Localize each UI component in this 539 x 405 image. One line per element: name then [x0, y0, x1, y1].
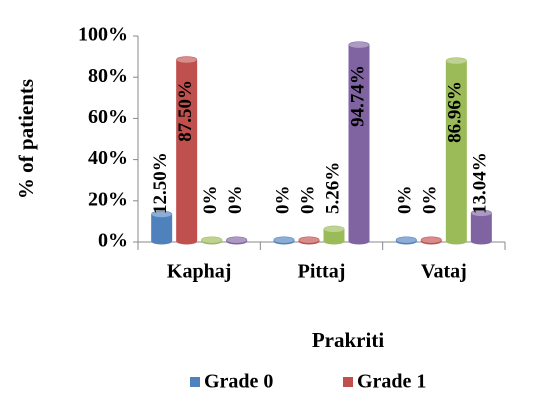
bar	[201, 236, 223, 245]
bar	[323, 225, 345, 245]
value-label: 5.26%	[322, 162, 343, 214]
bar	[176, 56, 198, 245]
y-tick-label: 60%	[88, 106, 128, 128]
bar	[273, 236, 295, 245]
value-label: 12.50%	[150, 152, 171, 214]
bar-top	[299, 237, 319, 243]
x-tick-label: Vataj	[421, 261, 467, 283]
y-tick-label: 20%	[88, 188, 128, 210]
value-label: 0%	[297, 186, 318, 215]
bar-top	[349, 41, 369, 48]
bar-top	[324, 226, 344, 233]
bar	[298, 236, 320, 245]
bar	[470, 209, 492, 245]
legend-label: Grade 0	[204, 371, 273, 393]
bar-top	[176, 56, 197, 63]
bar	[151, 210, 173, 245]
bar	[348, 41, 370, 245]
value-label: 0%	[395, 186, 416, 215]
x-tick-label: Kaphaj	[167, 261, 231, 283]
bar-top	[446, 57, 467, 64]
legend-swatch	[343, 377, 353, 387]
value-label: 0%	[420, 186, 441, 215]
y-tick-label: 0%	[98, 230, 128, 252]
y-tick-label: 80%	[88, 65, 128, 87]
bar	[420, 236, 442, 245]
bar-top	[201, 237, 222, 243]
bar-top	[396, 237, 417, 243]
bar-top	[226, 237, 247, 243]
x-axis-title: Prakriti	[312, 328, 384, 352]
bar-top	[151, 211, 172, 218]
bar	[395, 236, 417, 245]
y-tick-label: 100%	[78, 24, 128, 46]
bar-top	[471, 210, 492, 217]
legend-label: Grade 1	[357, 371, 426, 393]
value-label: 13.04%	[470, 152, 491, 214]
bar-top	[421, 237, 442, 243]
y-axis-title: % of patients	[14, 79, 38, 199]
value-label: 0%	[200, 186, 221, 215]
value-label: 0%	[272, 186, 293, 215]
bar	[445, 57, 467, 245]
x-tick-label: Pittaj	[298, 261, 346, 283]
y-tick-label: 40%	[88, 147, 128, 169]
value-label: 87.50%	[175, 80, 196, 142]
legend-swatch	[190, 377, 200, 387]
bar-top	[274, 237, 294, 243]
value-label: 94.74%	[347, 65, 368, 127]
value-label: 0%	[225, 186, 246, 215]
bar	[226, 236, 248, 245]
value-label: 86.96%	[445, 81, 466, 143]
